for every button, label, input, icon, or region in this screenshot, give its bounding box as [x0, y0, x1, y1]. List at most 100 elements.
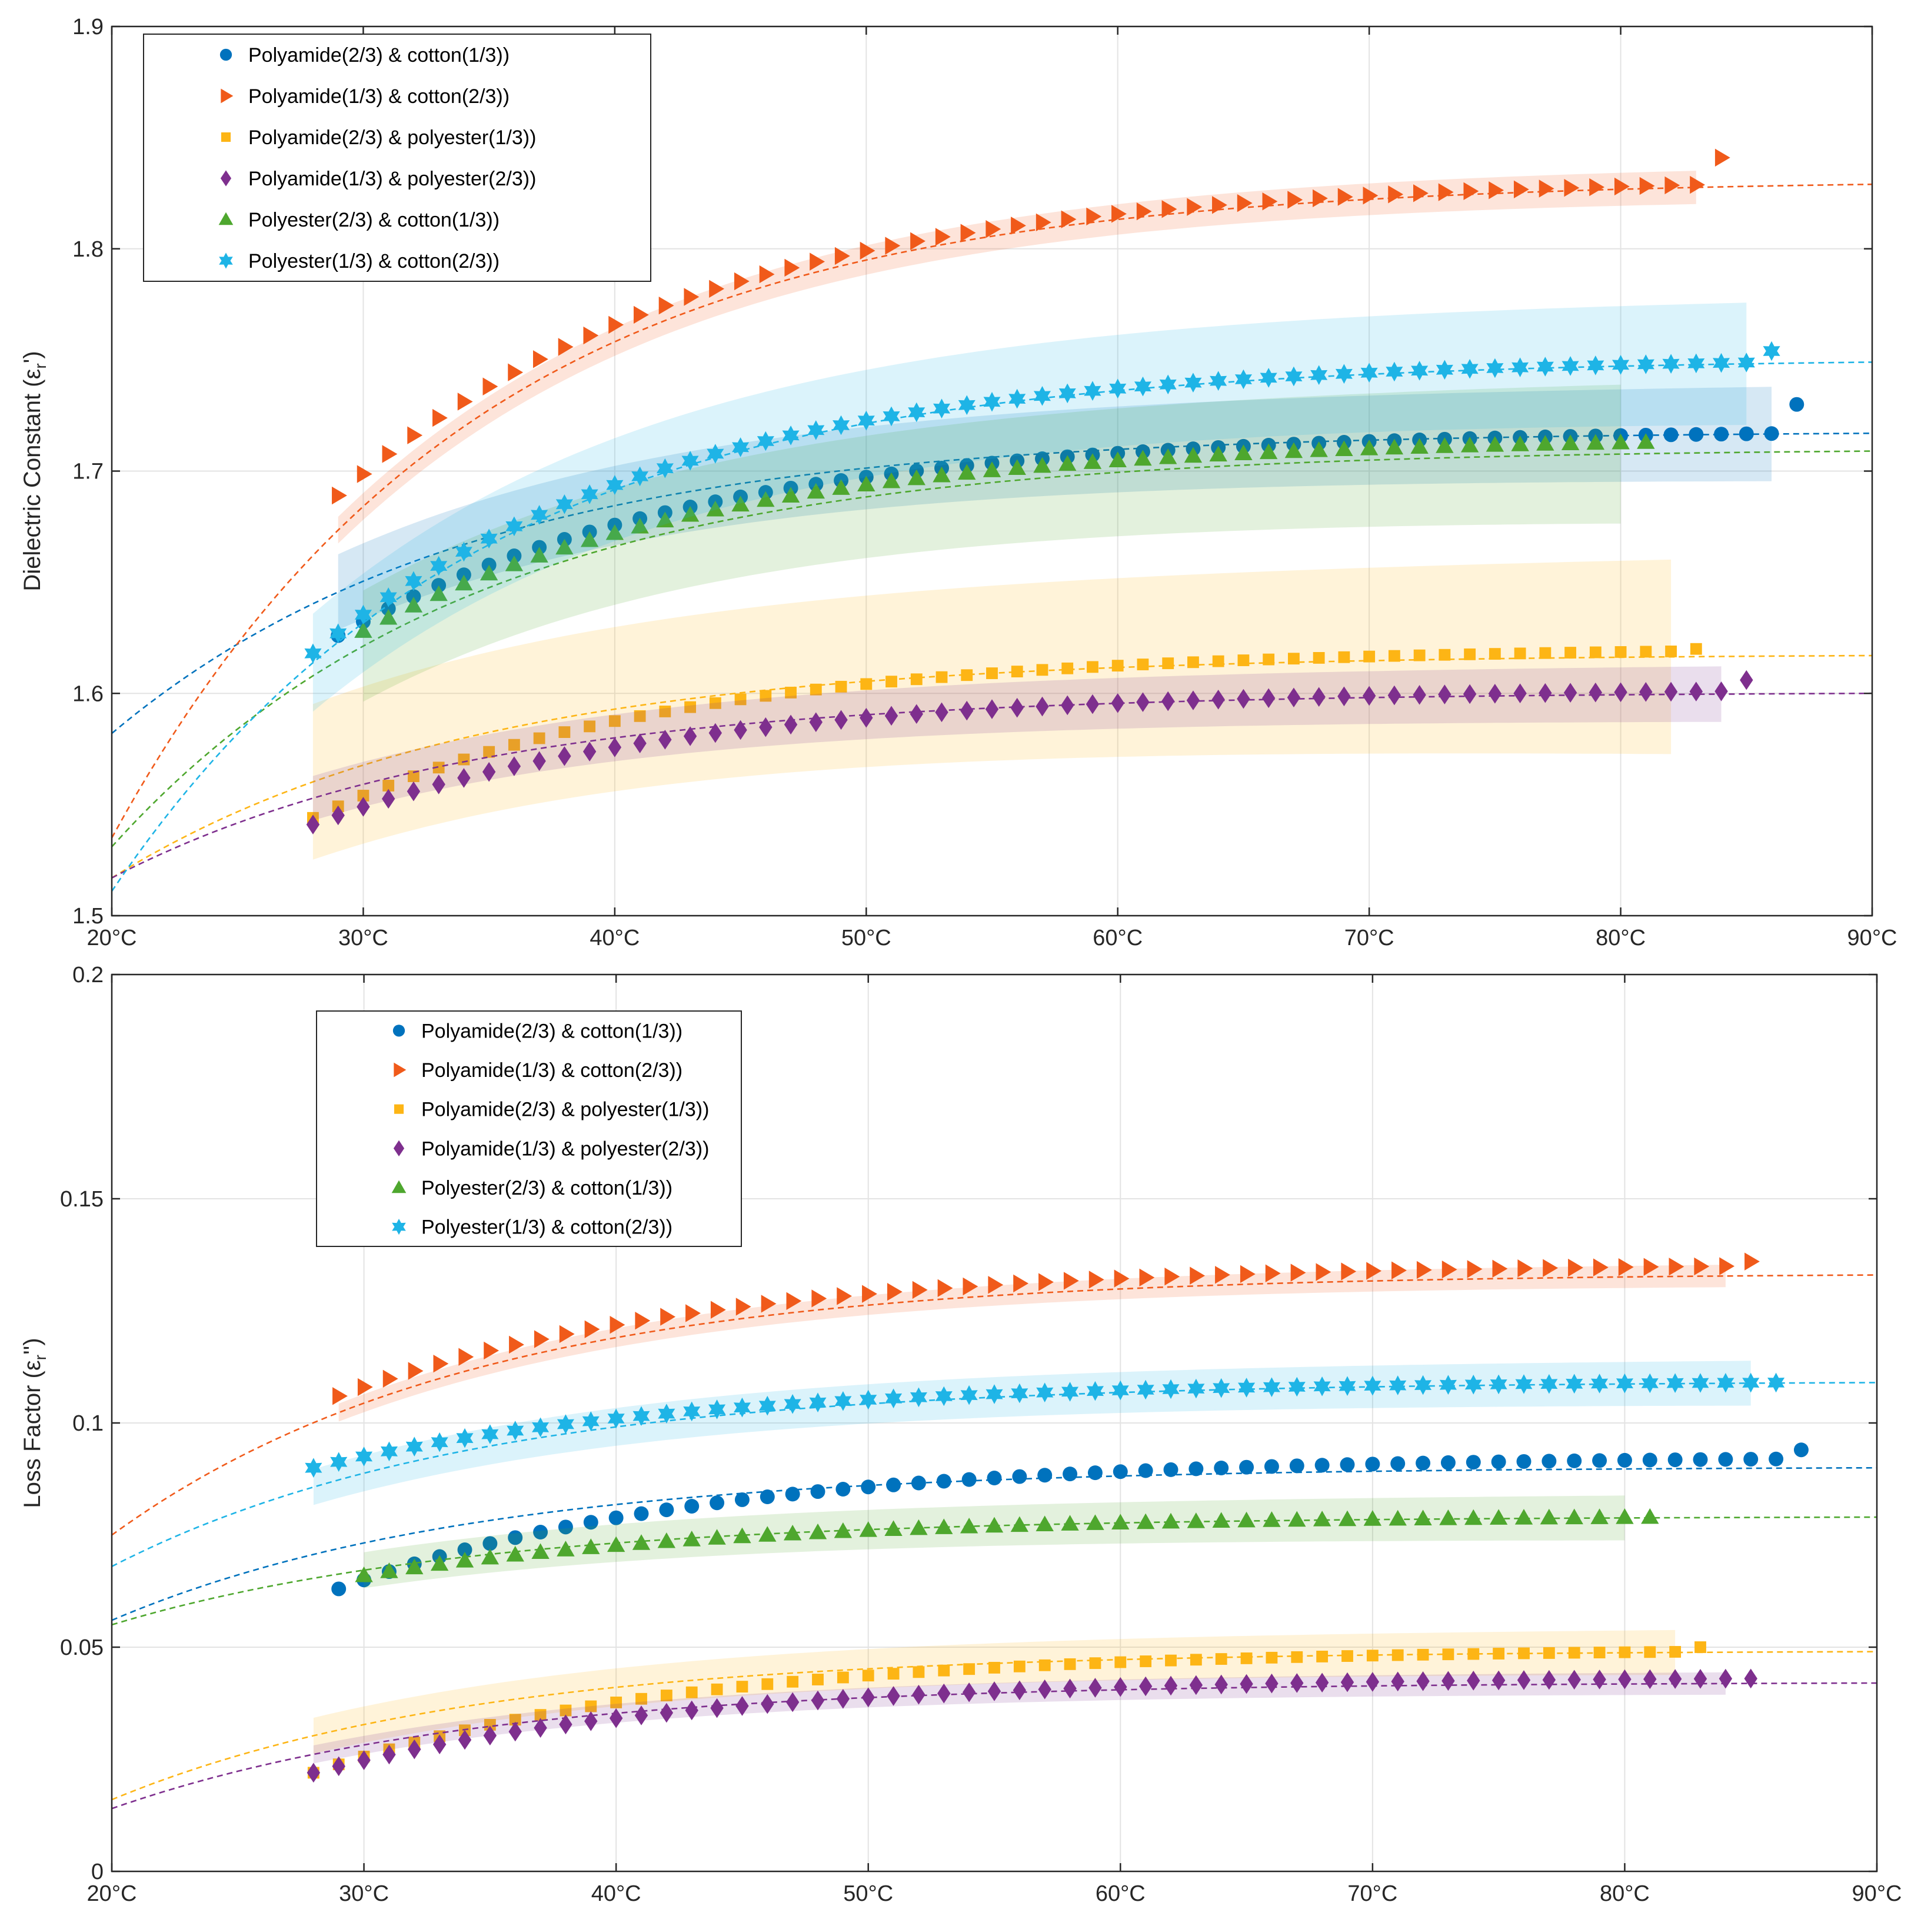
data-point: [1212, 196, 1227, 214]
data-point: [1184, 447, 1203, 463]
data-point: [1714, 148, 1730, 167]
data-point: [610, 1696, 622, 1708]
data-point: [1111, 1380, 1129, 1401]
data-point: [937, 1279, 953, 1298]
data-point: [1517, 1670, 1531, 1690]
data-point: [1111, 205, 1127, 223]
data-point: [405, 1558, 424, 1575]
data-point: [1314, 1458, 1330, 1473]
legend-label: Polyester(2/3) & cotton(1/3)): [421, 1177, 672, 1199]
data-point: [408, 1739, 421, 1760]
data-point: [1689, 427, 1704, 442]
chart-panel-1: 20°C 30°C 40°C 50°C 60°C 70°C 80°C 90°C 1.5 1.6 1.…: [19, 15, 1897, 950]
data-point: [1287, 653, 1300, 665]
data-point: [1240, 1674, 1253, 1694]
data-point: [1111, 693, 1124, 713]
y-axis-title: Loss Factor (εr''): [19, 1338, 49, 1508]
data-point: [1289, 1458, 1304, 1474]
data-point: [960, 224, 976, 242]
data-point: [1288, 1376, 1306, 1397]
data-point: [960, 1385, 978, 1405]
data-point: [657, 1532, 676, 1548]
data-point: [1567, 1453, 1582, 1468]
data-point: [635, 1311, 651, 1330]
data-point: [1718, 1452, 1733, 1467]
data-point: [862, 1670, 874, 1682]
x-tick-label: 90°C: [1852, 1881, 1902, 1906]
data-point: [1416, 1261, 1432, 1279]
x-tick-label: 20°C: [87, 1881, 137, 1906]
data-point: [685, 1304, 701, 1322]
data-point: [431, 1432, 448, 1452]
data-point: [1363, 187, 1379, 205]
x-tick-label: 50°C: [843, 1881, 893, 1906]
data-point: [1417, 1648, 1429, 1661]
data-point: [1391, 1649, 1404, 1661]
data-point: [432, 1734, 447, 1755]
data-point: [1619, 1646, 1631, 1658]
data-point: [584, 1711, 598, 1731]
data-point: [1013, 1274, 1029, 1293]
data-point: [708, 1529, 726, 1545]
data-point: [1214, 1461, 1229, 1475]
data-point: [1335, 440, 1353, 457]
data-point: [1641, 1373, 1659, 1394]
data-point: [1363, 650, 1376, 663]
data-point: [936, 1474, 951, 1489]
data-point: [1164, 1268, 1180, 1286]
data-point: [885, 676, 897, 688]
data-point: [782, 425, 800, 445]
grid: [111, 974, 1877, 1872]
fit-curve: [112, 1651, 1877, 1801]
data-point: [1690, 643, 1702, 655]
data-point: [1033, 386, 1051, 406]
confidence-band: [338, 387, 1772, 630]
data-point: [758, 1395, 776, 1416]
data-point: [1593, 1647, 1606, 1658]
legend-marker: [219, 48, 232, 61]
data-point: [633, 305, 649, 324]
data-point: [683, 726, 697, 746]
data-point: [1616, 1508, 1634, 1524]
data-point: [1084, 381, 1101, 401]
data-point: [1689, 681, 1703, 701]
data-point: [1713, 353, 1730, 373]
data-point: [834, 1391, 852, 1411]
data-point: [430, 556, 448, 576]
data-point: [1639, 177, 1655, 195]
data-point: [507, 1421, 524, 1441]
data-point: [1439, 649, 1451, 661]
data-point: [382, 1744, 396, 1765]
data-point: [331, 805, 345, 826]
data-point: [1036, 213, 1051, 232]
data-point: [1063, 1272, 1079, 1290]
data-point: [1639, 682, 1653, 702]
data-point: [1011, 666, 1023, 678]
data-point: [1767, 1372, 1785, 1393]
data-point: [509, 1714, 521, 1726]
data-point: [1543, 1259, 1559, 1277]
data-point: [431, 578, 447, 593]
data-point: [1643, 1258, 1659, 1276]
data-point: [1113, 1464, 1128, 1479]
data-point: [1086, 1514, 1104, 1530]
data-point: [656, 458, 674, 478]
data-point: [1086, 207, 1102, 226]
data-point: [1011, 1383, 1028, 1404]
data-point: [1590, 1508, 1609, 1524]
data-point: [381, 789, 395, 809]
data-point: [1637, 433, 1655, 449]
data-point: [583, 326, 599, 345]
data-point: [1136, 1513, 1155, 1529]
data-point: [811, 1690, 825, 1711]
data-point: [1187, 198, 1203, 216]
legend-item: Polyamide(1/3) & cotton(2/3)): [394, 1059, 682, 1082]
data-point: [1312, 687, 1326, 707]
data-point: [1513, 180, 1529, 199]
data-point: [1492, 1259, 1508, 1278]
data-point: [1139, 1268, 1155, 1287]
data-point: [1489, 181, 1504, 199]
data-point: [1036, 696, 1049, 717]
data-point: [1464, 1509, 1483, 1525]
data-point: [559, 1714, 572, 1735]
